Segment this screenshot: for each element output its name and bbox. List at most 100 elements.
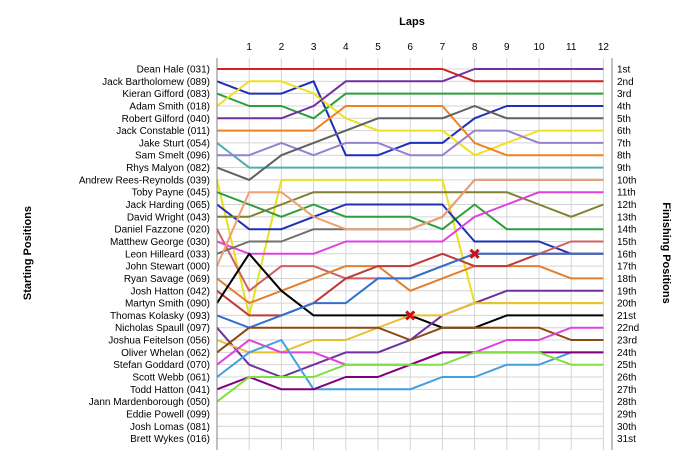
driver-label: Oliver Whelan (062) [121, 348, 210, 359]
lap-tick-labels: 1 2 3 4 5 6 7 8 9 10 11 12 [246, 42, 609, 53]
driver-label: Eddie Powell (099) [126, 409, 210, 420]
finish-label: 8th [617, 151, 631, 162]
finishing-position-labels: 1st2nd3rd4th5th6th7th8th9th10th11th12th1… [617, 65, 639, 446]
finish-label: 2nd [617, 77, 634, 88]
series-line [216, 339, 604, 391]
lap-tick: 1 [246, 42, 252, 53]
finish-label: 17th [617, 262, 636, 273]
finish-label: 31st [617, 434, 636, 445]
left-axis-title: Starting Positions [22, 206, 34, 300]
series-line [216, 92, 604, 120]
driver-label: Martyn Smith (090) [125, 299, 210, 310]
series-line [217, 129, 604, 157]
driver-label: David Wright (043) [127, 212, 210, 223]
finish-label: 28th [617, 397, 636, 408]
lap-tick: 12 [598, 42, 610, 53]
series-line [216, 191, 604, 231]
finish-label: 22nd [617, 323, 639, 334]
finish-label: 7th [617, 138, 631, 149]
series-line [216, 142, 604, 169]
driver-label: Jake Sturt (054) [139, 138, 210, 149]
lap-tick: 6 [407, 42, 413, 53]
driver-label: Josh Lomas (081) [130, 422, 210, 433]
driver-label: Rhys Malyon (082) [126, 163, 210, 174]
lap-tick: 8 [472, 42, 478, 53]
finish-label: 30th [617, 422, 636, 433]
top-axis-title: Laps [399, 16, 425, 28]
finish-label: 23rd [617, 336, 637, 347]
driver-label: John Stewart (000) [126, 262, 211, 273]
driver-label: Joshua Feitelson (056) [108, 336, 210, 347]
series-lines [216, 68, 604, 403]
driver-label: Jack Bartholomew (089) [102, 77, 210, 88]
lap-tick: 11 [566, 42, 577, 53]
retirement-markers [405, 248, 480, 321]
finish-label: 3rd [617, 89, 631, 100]
driver-label: Matthew George (030) [110, 237, 210, 248]
driver-label: Ryan Savage (069) [124, 274, 210, 285]
retirement-marker [405, 310, 416, 321]
finish-label: 29th [617, 409, 636, 420]
series-line [217, 68, 604, 120]
lap-tick: 2 [279, 42, 285, 53]
finish-label: 21st [617, 311, 636, 322]
lap-tick: 5 [375, 42, 381, 53]
starting-position-labels: Dean Hale (031)Jack Bartholomew (089)Kie… [79, 65, 210, 446]
series-line [216, 351, 604, 403]
driver-label: Kieran Gifford (083) [122, 89, 210, 100]
series-line [217, 68, 604, 83]
driver-label: Dean Hale (031) [137, 65, 210, 76]
finish-label: 5th [617, 114, 631, 125]
finish-label: 1st [617, 65, 631, 76]
finish-label: 27th [617, 385, 636, 396]
driver-label: Stefan Goddard (070) [113, 360, 210, 371]
driver-label: Leon Hilleard (033) [125, 249, 210, 260]
driver-label: Nicholas Spaull (097) [115, 323, 210, 334]
finish-label: 25th [617, 360, 636, 371]
driver-label: Thomas Kolasky (093) [110, 311, 210, 322]
driver-label: Jann Mardenborough (050) [89, 397, 210, 408]
driver-label: Andrew Rees-Reynolds (039) [79, 175, 210, 186]
driver-label: Toby Payne (045) [132, 188, 210, 199]
finish-label: 9th [617, 163, 631, 174]
driver-label: Todd Hatton (041) [130, 385, 210, 396]
series-line [217, 105, 604, 157]
driver-label: Adam Smith (018) [129, 101, 210, 112]
series-line [216, 80, 604, 157]
lap-tick: 7 [440, 42, 446, 53]
driver-label: Scott Webb (061) [132, 373, 210, 384]
right-axis-title: Finishing Positions [660, 202, 672, 303]
series-line [216, 252, 604, 329]
finish-label: 16th [617, 249, 636, 260]
finish-label: 14th [617, 225, 636, 236]
finish-label: 24th [617, 348, 636, 359]
series-line [216, 178, 604, 267]
retirement-marker [469, 248, 480, 259]
lap-tick: 10 [533, 42, 545, 53]
finish-label: 13th [617, 212, 636, 223]
finish-label: 18th [617, 274, 636, 285]
driver-label: Jack Constable (011) [116, 126, 210, 137]
finish-label: 11th [617, 188, 636, 199]
finish-label: 4th [617, 101, 631, 112]
series-line [216, 191, 604, 255]
driver-label: Brett Wykes (016) [130, 434, 210, 445]
finish-label: 20th [617, 299, 636, 310]
driver-label: Sam Smelt (096) [135, 151, 210, 162]
finish-label: 12th [617, 200, 636, 211]
series-line [216, 80, 604, 157]
finish-label: 10th [617, 175, 636, 186]
series-line [216, 203, 604, 255]
lap-tick: 3 [311, 42, 317, 53]
driver-label: Daniel Fazzone (020) [114, 225, 210, 236]
finish-label: 15th [617, 237, 636, 248]
driver-label: Jack Harding (065) [126, 200, 210, 211]
series-line [216, 105, 604, 181]
driver-label: Robert Gilford (040) [122, 114, 210, 125]
series-line [217, 191, 604, 218]
finish-label: 6th [617, 126, 631, 137]
lap-tick: 4 [343, 42, 349, 53]
finish-label: 19th [617, 286, 636, 297]
finish-label: 26th [617, 373, 636, 384]
